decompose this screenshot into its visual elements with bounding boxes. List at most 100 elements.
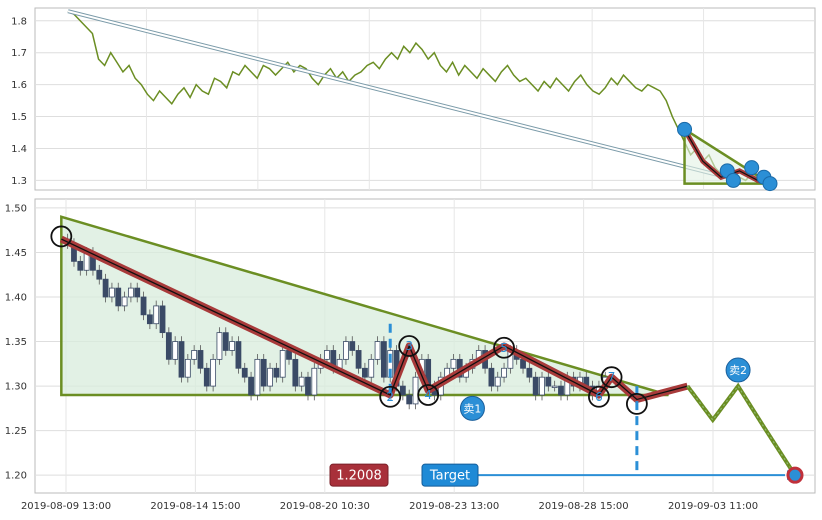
candle [267, 367, 273, 387]
y-tick-label: 1.45 [5, 248, 27, 259]
candle [545, 376, 552, 387]
overview-marker-dot [762, 176, 778, 192]
candle [520, 358, 526, 369]
candle [127, 287, 134, 298]
sell-marker-label: 卖2 [729, 364, 747, 377]
candle [248, 376, 254, 396]
candle [229, 341, 235, 351]
y-tick-label: 1.5 [11, 112, 27, 123]
pattern-point-label: 6 [595, 390, 603, 404]
y-tick-label: 1.25 [5, 426, 27, 437]
candle [178, 341, 185, 378]
y-tick-label: 1.30 [5, 382, 27, 393]
candle [96, 269, 103, 280]
pattern-point-circle [625, 393, 648, 415]
candle [241, 367, 248, 378]
candle [349, 341, 356, 351]
main-panel: 1.20 1.25 1.30 1.35 1.40 1.45 1.50 2019-08-09 1… [5, 198, 816, 512]
candle [109, 287, 115, 298]
candle [532, 376, 539, 396]
candle [222, 332, 229, 351]
candle [235, 341, 242, 369]
pattern-point-circle [398, 335, 421, 357]
candle [191, 350, 198, 360]
y-tick-label: 1.8 [11, 16, 27, 27]
candle [368, 358, 375, 378]
candle [216, 332, 223, 360]
candle [102, 278, 109, 298]
candle [539, 376, 545, 396]
price-line [67, 10, 771, 185]
overview-marker-dot [744, 160, 760, 176]
y-tick-label: 1.7 [11, 48, 27, 59]
candle [159, 305, 166, 334]
overview-panel: 1.3 1.4 1.5 1.6 1.7 1.8 [11, 7, 816, 192]
candle [115, 287, 122, 307]
candle [134, 287, 141, 298]
candle [140, 296, 147, 316]
candle [197, 350, 204, 369]
candle [172, 341, 179, 360]
candle [298, 376, 305, 387]
y-tick-label: 1.35 [5, 337, 27, 348]
candle [343, 341, 349, 360]
y-tick-label: 1.20 [5, 471, 27, 482]
x-tick-label: 2019-08-20 10:30 [280, 501, 370, 512]
candle [77, 260, 84, 271]
y-tick-label: 1.40 [5, 293, 27, 304]
candle [412, 376, 419, 405]
pattern-point-circle [50, 225, 73, 248]
candle [450, 358, 457, 369]
overview-marker-dot [725, 172, 741, 188]
candle [311, 367, 318, 396]
candle [203, 367, 210, 387]
candle [292, 358, 299, 387]
candle [355, 350, 362, 369]
x-tick-label: 2019-08-23 13:00 [409, 501, 499, 512]
x-tick-label: 2019-08-14 15:00 [150, 501, 240, 512]
pattern-point-label: 3 [405, 339, 413, 353]
pattern-point-label: 4 [424, 388, 432, 402]
pattern-point-label: 5 [500, 341, 508, 355]
candle [526, 367, 533, 378]
pattern-point-circle [588, 385, 610, 408]
candle [146, 314, 153, 325]
pattern-point-label: 7 [608, 370, 616, 384]
pattern-point-circle [493, 336, 515, 359]
x-tick-label: 2019-08-28 15:00 [539, 501, 629, 512]
y-tick-label: 1.3 [11, 176, 27, 187]
candle [380, 341, 387, 378]
target-value-tag [329, 463, 389, 487]
triangle-pattern [60, 215, 669, 397]
zigzag-pattern-core [61, 238, 688, 401]
sell-marker-label: 卖1 [463, 402, 481, 415]
y-tick-label: 1.50 [5, 203, 27, 214]
pattern-point-circle [600, 366, 623, 389]
candle [279, 350, 286, 378]
target-point [786, 466, 804, 484]
candle [558, 385, 564, 396]
candle [406, 394, 413, 405]
candle [165, 332, 172, 360]
candle [305, 376, 311, 396]
candle [551, 385, 558, 388]
candle [121, 296, 128, 307]
target-value-text: 1.2008 [336, 469, 382, 484]
x-tick-label: 2019-08-09 13:00 [21, 501, 111, 512]
pattern-point-circle [379, 385, 402, 408]
pattern-point-label: 2 [386, 390, 394, 404]
pattern-point-circle [417, 384, 440, 406]
sell-marker [725, 357, 751, 383]
candle [254, 358, 261, 396]
sell-marker [459, 395, 485, 421]
candle [488, 367, 495, 387]
candle [184, 358, 191, 378]
candle [210, 358, 217, 387]
candle [494, 376, 501, 387]
candle [286, 350, 292, 360]
trend-line-inner [67, 10, 740, 182]
y-tick-label: 1.4 [11, 144, 27, 155]
y-tick-label: 1.6 [11, 80, 27, 91]
candle [501, 367, 507, 378]
